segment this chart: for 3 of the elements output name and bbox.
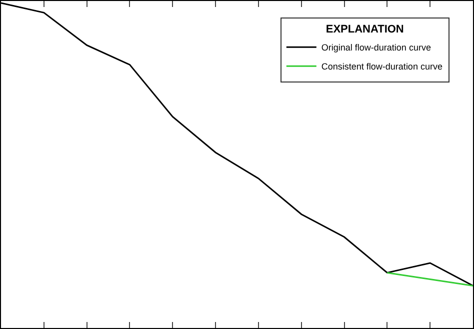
legend-label: Original flow-duration curve: [321, 42, 431, 53]
legend-title: EXPLANATION: [326, 24, 404, 36]
legend-label: Consistent flow-duration curve: [321, 62, 442, 72]
